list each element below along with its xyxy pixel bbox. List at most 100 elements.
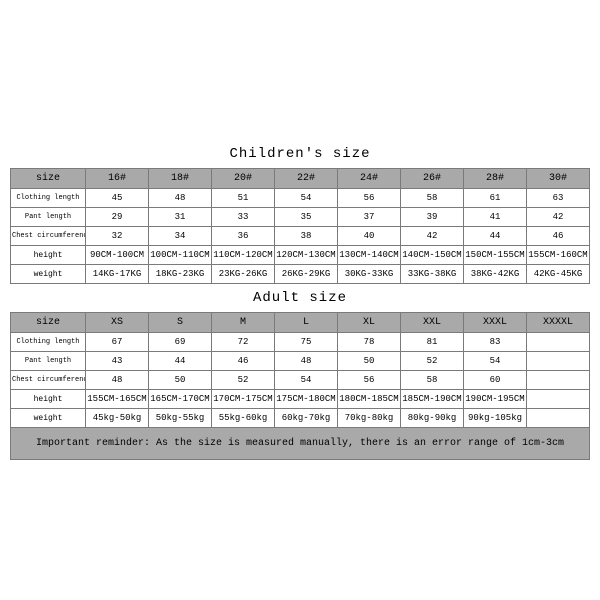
cell: 170CM-175CM — [212, 390, 275, 409]
table-row: Chest circumference 1/2 48 50 52 54 56 5… — [11, 371, 590, 390]
cell: 190CM-195CM — [464, 390, 527, 409]
cell: 54 — [275, 189, 338, 208]
cell: 140CM-150CM — [401, 246, 464, 265]
children-col-3: 22# — [275, 169, 338, 189]
cell: 14KG-17KG — [86, 265, 149, 284]
cell: 165CM-170CM — [149, 390, 212, 409]
adult-col-7: XXXXL — [527, 313, 590, 333]
cell: 35 — [275, 208, 338, 227]
adult-label-clothing: Clothing length — [11, 333, 86, 352]
cell: 48 — [149, 189, 212, 208]
adult-label-height: height — [11, 390, 86, 409]
cell: 48 — [275, 352, 338, 371]
cell: 72 — [212, 333, 275, 352]
cell: 78 — [338, 333, 401, 352]
cell: 75 — [275, 333, 338, 352]
children-label-height: height — [11, 246, 86, 265]
cell: 51 — [212, 189, 275, 208]
cell: 30KG-33KG — [338, 265, 401, 284]
table-row: Clothing length 45 48 51 54 56 58 61 63 — [11, 189, 590, 208]
cell: 48 — [86, 371, 149, 390]
cell: 155CM-160CM — [527, 246, 590, 265]
children-col-4: 24# — [338, 169, 401, 189]
adult-col-3: L — [275, 313, 338, 333]
adult-table: size XS S M L XL XXL XXXL XXXXL Clothing… — [10, 312, 590, 428]
children-label-clothing: Clothing length — [11, 189, 86, 208]
cell: 50kg-55kg — [149, 409, 212, 428]
cell: 34 — [149, 227, 212, 246]
adult-col-6: XXXL — [464, 313, 527, 333]
cell: 46 — [527, 227, 590, 246]
table-row: weight 14KG-17KG 18KG-23KG 23KG-26KG 26K… — [11, 265, 590, 284]
adult-label-chest: Chest circumference 1/2 — [11, 371, 86, 390]
children-label-pant: Pant length — [11, 208, 86, 227]
children-label-size: size — [11, 169, 86, 189]
cell: 60kg-70kg — [275, 409, 338, 428]
cell: 43 — [86, 352, 149, 371]
cell: 52 — [401, 352, 464, 371]
cell: 38 — [275, 227, 338, 246]
children-table: size 16# 18# 20# 22# 24# 26# 28# 30# Clo… — [10, 168, 590, 284]
cell: 31 — [149, 208, 212, 227]
cell: 39 — [401, 208, 464, 227]
adult-label-weight: weight — [11, 409, 86, 428]
table-row: Pant length 29 31 33 35 37 39 41 42 — [11, 208, 590, 227]
cell: 81 — [401, 333, 464, 352]
cell: 60 — [464, 371, 527, 390]
cell: 23KG-26KG — [212, 265, 275, 284]
cell-blank — [527, 390, 590, 409]
children-col-5: 26# — [401, 169, 464, 189]
cell: 44 — [149, 352, 212, 371]
cell: 42KG-45KG — [527, 265, 590, 284]
cell: 54 — [275, 371, 338, 390]
children-col-2: 20# — [212, 169, 275, 189]
cell: 80kg-90kg — [401, 409, 464, 428]
table-row: Clothing length 67 69 72 75 78 81 83 — [11, 333, 590, 352]
adult-header-row: size XS S M L XL XXL XXXL XXXXL — [11, 313, 590, 333]
children-title: Children's size — [10, 140, 590, 168]
adult-col-1: S — [149, 313, 212, 333]
cell: 58 — [401, 189, 464, 208]
cell: 185CM-190CM — [401, 390, 464, 409]
cell: 50 — [149, 371, 212, 390]
cell: 56 — [338, 371, 401, 390]
cell: 42 — [401, 227, 464, 246]
cell: 33 — [212, 208, 275, 227]
children-label-weight: weight — [11, 265, 86, 284]
cell: 83 — [464, 333, 527, 352]
cell: 155CM-165CM — [86, 390, 149, 409]
table-row: height 155CM-165CM 165CM-170CM 170CM-175… — [11, 390, 590, 409]
cell: 45 — [86, 189, 149, 208]
cell: 18KG-23KG — [149, 265, 212, 284]
cell: 41 — [464, 208, 527, 227]
cell: 38KG-42KG — [464, 265, 527, 284]
cell: 63 — [527, 189, 590, 208]
adult-col-2: M — [212, 313, 275, 333]
cell: 44 — [464, 227, 527, 246]
cell: 29 — [86, 208, 149, 227]
cell-blank — [527, 352, 590, 371]
cell: 100CM-110CM — [149, 246, 212, 265]
cell: 110CM-120CM — [212, 246, 275, 265]
cell: 40 — [338, 227, 401, 246]
children-col-0: 16# — [86, 169, 149, 189]
adult-label-pant: Pant length — [11, 352, 86, 371]
size-chart: Children's size size 16# 18# 20# 22# 24#… — [10, 140, 590, 460]
adult-label-size: size — [11, 313, 86, 333]
cell-blank — [527, 371, 590, 390]
cell: 55kg-60kg — [212, 409, 275, 428]
cell: 56 — [338, 189, 401, 208]
adult-title: Adult size — [10, 284, 590, 312]
table-row: height 90CM-100CM 100CM-110CM 110CM-120C… — [11, 246, 590, 265]
children-col-1: 18# — [149, 169, 212, 189]
cell: 32 — [86, 227, 149, 246]
cell: 26KG-29KG — [275, 265, 338, 284]
cell: 120CM-130CM — [275, 246, 338, 265]
cell: 130CM-140CM — [338, 246, 401, 265]
children-col-6: 28# — [464, 169, 527, 189]
cell: 52 — [212, 371, 275, 390]
cell: 42 — [527, 208, 590, 227]
adult-col-5: XXL — [401, 313, 464, 333]
children-col-7: 30# — [527, 169, 590, 189]
cell: 150CM-155CM — [464, 246, 527, 265]
